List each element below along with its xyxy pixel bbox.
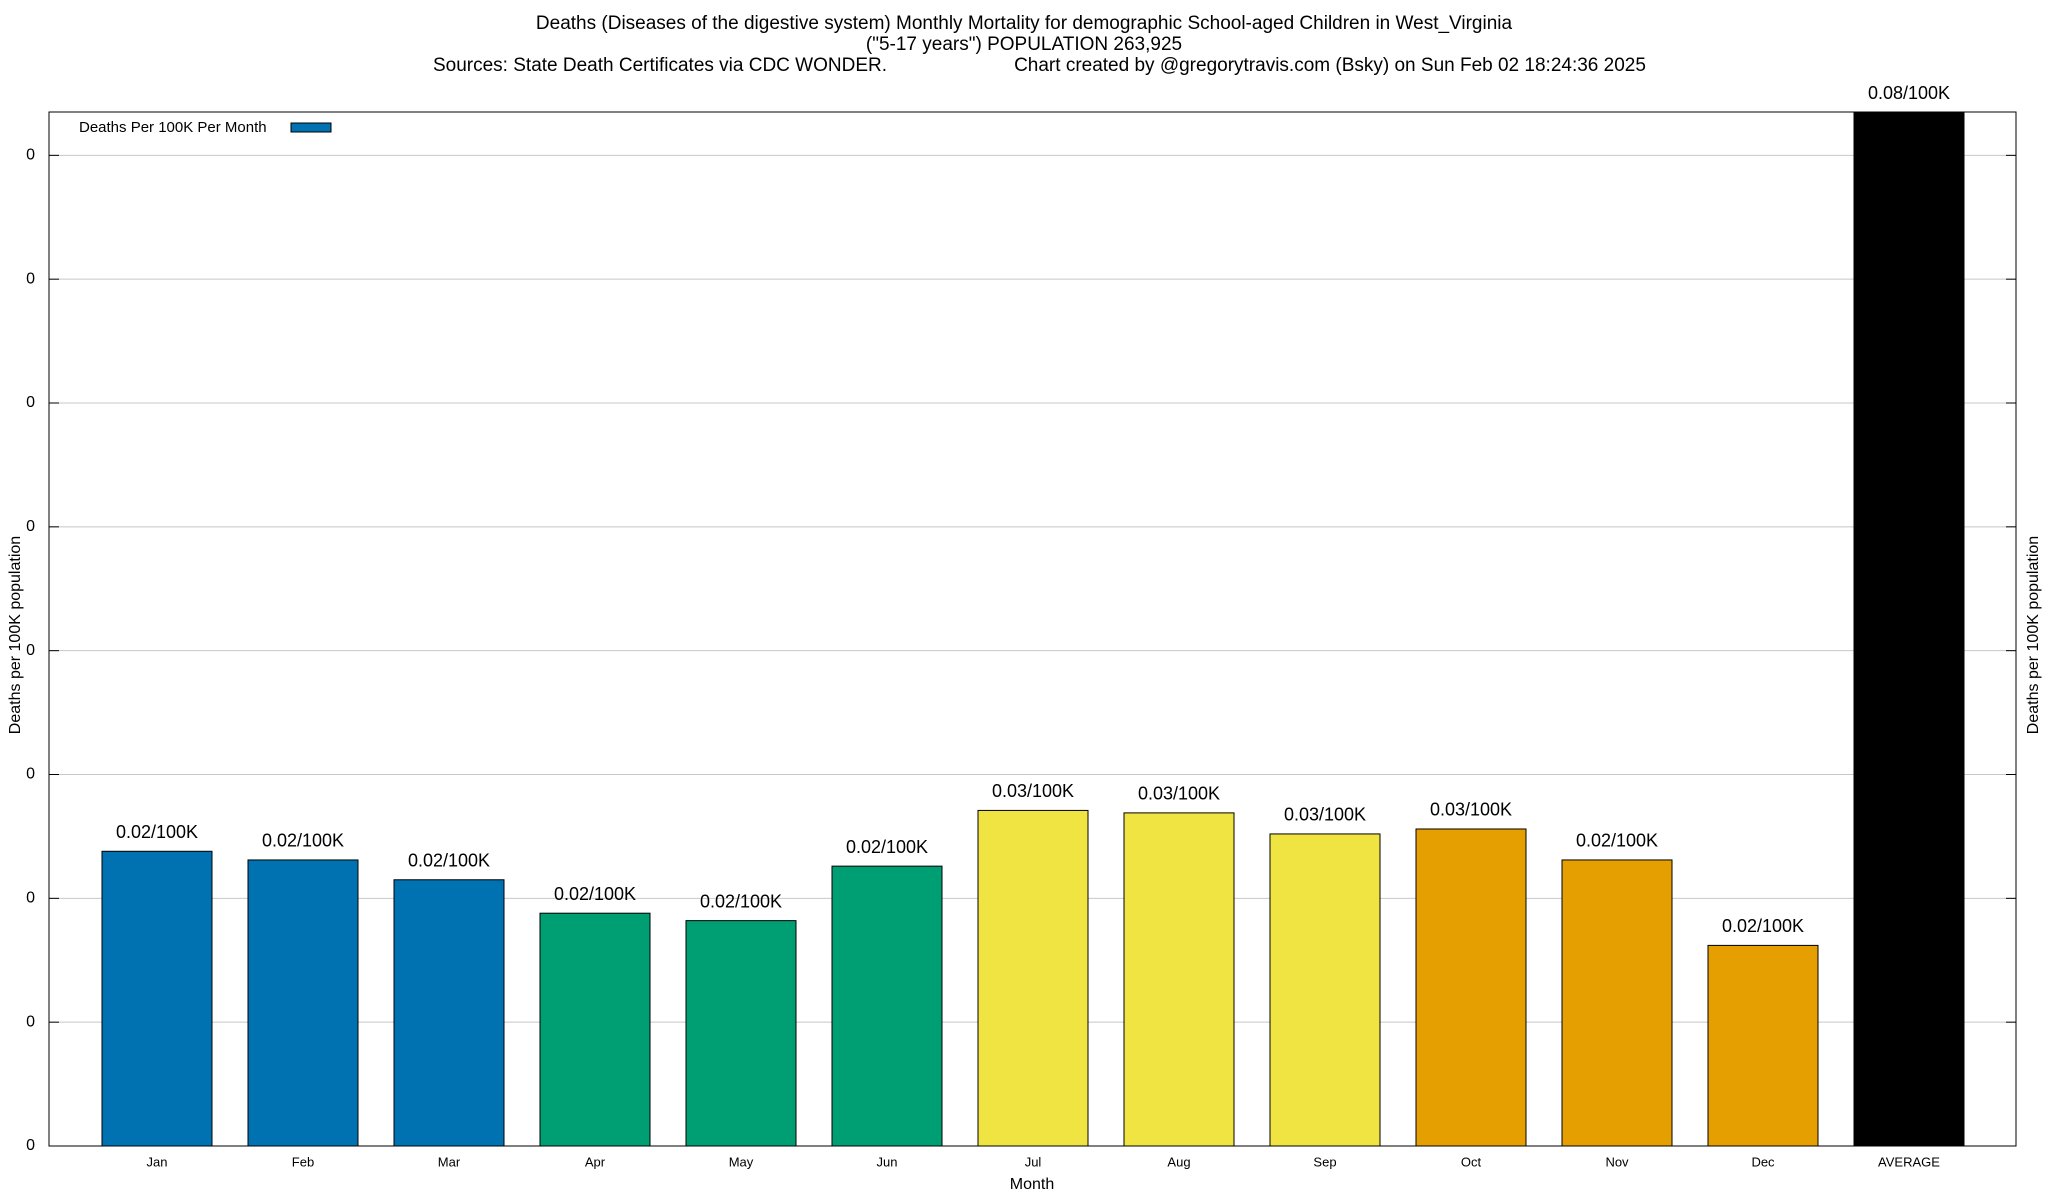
- y-tick-label: 0: [26, 642, 35, 659]
- y-tick-label: 0: [26, 766, 35, 783]
- y-tick-label: 0: [26, 890, 35, 907]
- bar: [1269, 833, 1381, 1147]
- x-axis-label: Month: [1010, 1176, 1054, 1193]
- y-tick-label: 0: [26, 518, 35, 535]
- y-axis-label: Deaths per 100K population: [7, 536, 24, 734]
- bar: [247, 859, 359, 1147]
- value-label: 0.02/100K: [408, 851, 490, 871]
- x-tick-label: Nov: [1605, 1154, 1629, 1169]
- bar: [1707, 944, 1819, 1147]
- x-tick-label: May: [729, 1154, 754, 1169]
- chart-title: Deaths (Diseases of the digestive system…: [536, 13, 1513, 34]
- value-label: 0.03/100K: [1138, 784, 1220, 804]
- sources: Sources: State Death Certificates via CD…: [433, 55, 887, 76]
- value-label: 0.02/100K: [1722, 916, 1804, 936]
- value-label: 0.02/100K: [846, 837, 928, 857]
- x-tick-label: Oct: [1461, 1154, 1482, 1169]
- value-label: 0.02/100K: [700, 891, 782, 911]
- bar: [1853, 111, 1965, 1147]
- credit: Chart created by @gregorytravis.com (Bsk…: [1014, 55, 1646, 76]
- chart-subtitle: ("5-17 years") POPULATION 263,925: [866, 34, 1182, 55]
- x-tick-label: Feb: [292, 1154, 314, 1169]
- y-tick-label: 0: [26, 394, 35, 411]
- bar: [539, 912, 651, 1147]
- bar: [977, 809, 1089, 1147]
- value-label: 0.03/100K: [1430, 800, 1512, 820]
- value-label: 0.03/100K: [1284, 805, 1366, 825]
- value-label: 0.02/100K: [554, 884, 636, 904]
- bar: [831, 865, 943, 1147]
- bar: [1123, 812, 1235, 1147]
- legend-label: Deaths Per 100K Per Month: [79, 119, 267, 136]
- value-label: 0.03/100K: [992, 781, 1074, 801]
- bar: [393, 879, 505, 1147]
- legend-swatch: [290, 122, 332, 133]
- bar: [1561, 859, 1673, 1147]
- x-tick-label: Dec: [1751, 1154, 1775, 1169]
- bar: [101, 850, 213, 1147]
- plot-frame: [48, 111, 2017, 1147]
- x-tick-label: Jan: [147, 1154, 168, 1169]
- x-tick-label: AVERAGE: [1878, 1154, 1940, 1169]
- x-tick-label: Jul: [1025, 1154, 1042, 1169]
- y-tick-label: 0: [26, 270, 35, 287]
- y2-axis-label: Deaths per 100K population: [2025, 536, 2042, 734]
- y-tick-label: 0: [26, 147, 35, 164]
- x-tick-label: Aug: [1167, 1154, 1190, 1169]
- value-label: 0.08/100K: [1868, 83, 1950, 103]
- x-tick-label: Sep: [1313, 1154, 1336, 1169]
- y-tick-label: 0: [26, 1013, 35, 1030]
- value-label: 0.02/100K: [1576, 831, 1658, 851]
- bar: [685, 920, 797, 1147]
- x-tick-label: Apr: [585, 1154, 606, 1169]
- x-tick-label: Mar: [438, 1154, 461, 1169]
- value-label: 0.02/100K: [262, 831, 344, 851]
- value-label: 0.02/100K: [116, 822, 198, 842]
- y-tick-label: 0: [26, 1137, 35, 1154]
- x-tick-label: Jun: [877, 1154, 898, 1169]
- bar: [1415, 828, 1527, 1147]
